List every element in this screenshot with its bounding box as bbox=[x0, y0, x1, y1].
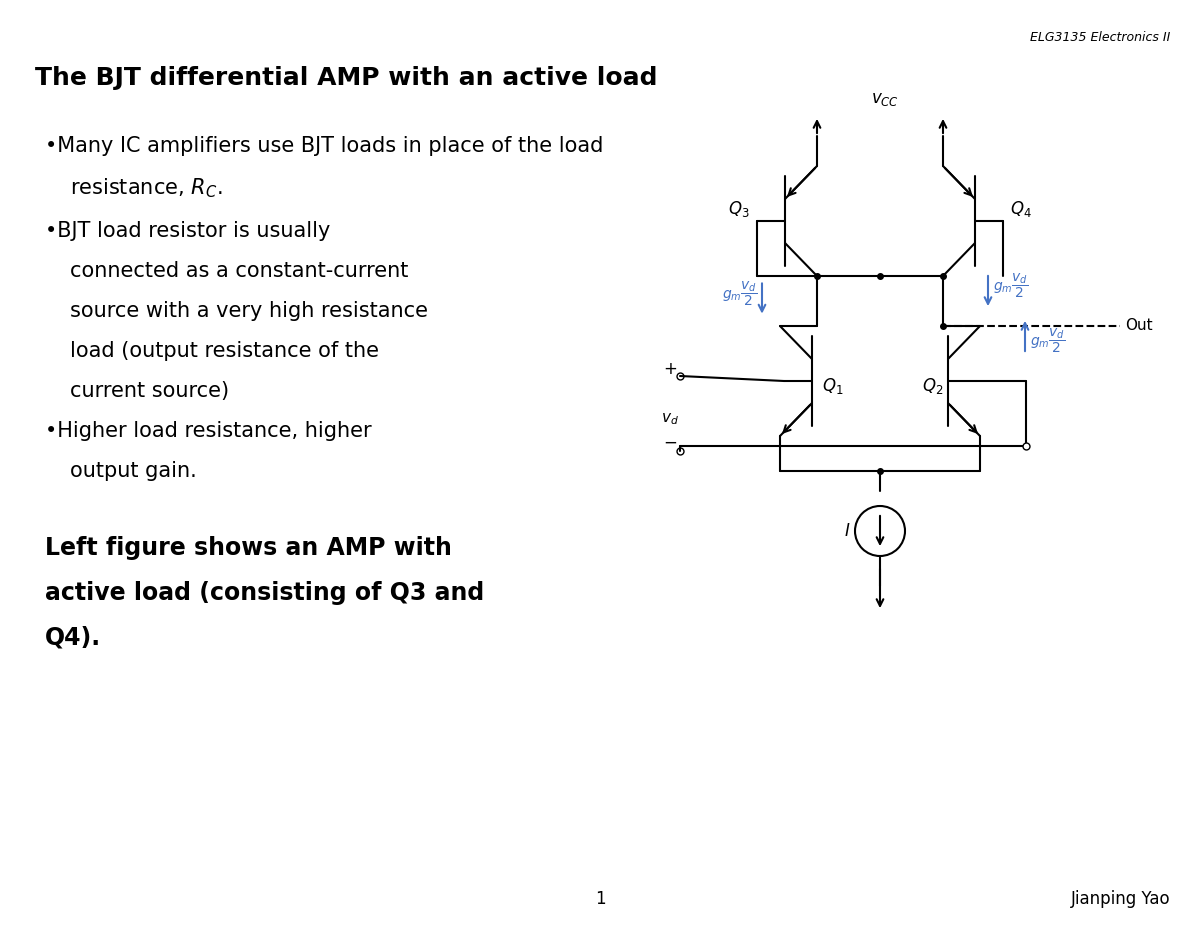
Text: +: + bbox=[664, 360, 677, 378]
Text: $Q_1$: $Q_1$ bbox=[822, 376, 844, 396]
Text: −: − bbox=[664, 434, 677, 452]
Text: $v_d$: $v_d$ bbox=[661, 411, 679, 427]
Text: •Many IC amplifiers use BJT loads in place of the load: •Many IC amplifiers use BJT loads in pla… bbox=[46, 136, 604, 156]
Text: 1: 1 bbox=[595, 890, 605, 908]
Text: active load (consisting of Q3 and: active load (consisting of Q3 and bbox=[46, 581, 485, 605]
Text: $I$: $I$ bbox=[844, 522, 850, 540]
Text: resistance, $R_C$.: resistance, $R_C$. bbox=[70, 176, 222, 200]
Text: •BJT load resistor is usually: •BJT load resistor is usually bbox=[46, 221, 330, 241]
Text: output gain.: output gain. bbox=[70, 461, 197, 481]
Text: $v_{CC}$: $v_{CC}$ bbox=[871, 90, 899, 108]
Text: $Q_4$: $Q_4$ bbox=[1010, 199, 1032, 219]
Text: $g_m\dfrac{v_d}{2}$: $g_m\dfrac{v_d}{2}$ bbox=[1030, 327, 1066, 356]
Text: The BJT differential AMP with an active load: The BJT differential AMP with an active … bbox=[35, 66, 658, 90]
Text: Q4).: Q4). bbox=[46, 626, 101, 650]
Text: source with a very high resistance: source with a very high resistance bbox=[70, 301, 428, 321]
Text: ELG3135 Electronics II: ELG3135 Electronics II bbox=[1030, 31, 1170, 44]
Text: load (output resistance of the: load (output resistance of the bbox=[70, 341, 379, 361]
Text: current source): current source) bbox=[70, 381, 229, 401]
Text: $Q_3$: $Q_3$ bbox=[728, 199, 750, 219]
Text: Left figure shows an AMP with: Left figure shows an AMP with bbox=[46, 536, 452, 560]
Text: $g_m\dfrac{v_d}{2}$: $g_m\dfrac{v_d}{2}$ bbox=[721, 279, 757, 307]
Text: $Q_2$: $Q_2$ bbox=[922, 376, 943, 396]
Text: •Higher load resistance, higher: •Higher load resistance, higher bbox=[46, 421, 372, 441]
Text: connected as a constant-current: connected as a constant-current bbox=[70, 261, 408, 281]
Text: Out: Out bbox=[1126, 319, 1153, 333]
Text: Jianping Yao: Jianping Yao bbox=[1070, 890, 1170, 908]
Text: $g_m\dfrac{v_d}{2}$: $g_m\dfrac{v_d}{2}$ bbox=[994, 271, 1028, 300]
